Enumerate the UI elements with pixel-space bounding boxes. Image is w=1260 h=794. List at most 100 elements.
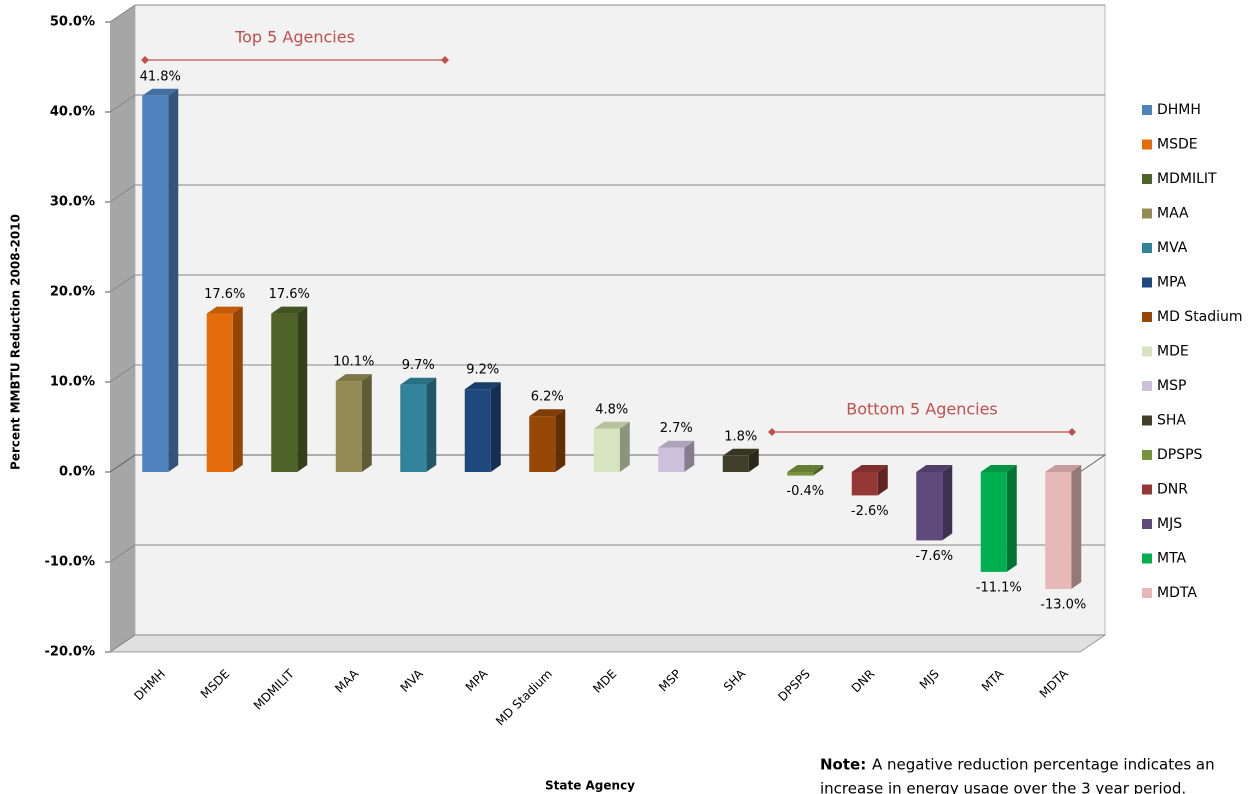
bar-top (851, 465, 888, 472)
grid-line (109, 274, 1105, 293)
bar-side (297, 306, 308, 472)
x-tick-label: MDTA (1037, 666, 1072, 701)
bar-side (1071, 465, 1082, 589)
legend-swatch (1142, 519, 1152, 529)
grid-line (109, 4, 1105, 23)
legend-swatch (1142, 415, 1152, 426)
x-tick-label: MAA (332, 666, 362, 696)
bar (722, 455, 749, 472)
value-label: 10.1% (333, 355, 374, 370)
legend-label: MSDE (1157, 137, 1198, 153)
bar-top (400, 377, 437, 385)
grid-line (109, 634, 1105, 653)
x-tick-label: DNR (849, 667, 878, 696)
value-label: 9.7% (402, 358, 435, 373)
bar (464, 389, 491, 472)
legend-label: MDE (1157, 344, 1189, 360)
bar (916, 472, 943, 541)
bar-side (426, 377, 437, 472)
bar-side (555, 409, 566, 472)
bar (142, 95, 169, 473)
value-label: -2.6% (851, 504, 889, 519)
annotation-marker (141, 56, 149, 64)
value-label: -13.0% (1040, 598, 1086, 613)
annotation-marker (1068, 428, 1076, 436)
legend-label: MPA (1157, 275, 1187, 291)
bar-top (142, 88, 179, 96)
bar-side (490, 382, 501, 472)
legend-swatch (1142, 208, 1152, 219)
grid-line (109, 544, 1105, 563)
bar-top (1045, 465, 1082, 472)
value-label: 1.8% (724, 429, 757, 444)
bar-top (335, 374, 372, 382)
bar-top (593, 421, 630, 429)
legend-swatch (1142, 553, 1152, 564)
annotation-marker (441, 56, 449, 64)
x-tick-label: MTA (979, 666, 1007, 694)
value-label: 2.7% (660, 421, 693, 436)
legend-swatch (1142, 450, 1152, 460)
bar-top (658, 440, 695, 448)
bar (529, 416, 556, 472)
bar-side (877, 465, 888, 496)
grid-line (109, 364, 1105, 383)
legend-label: MAA (1157, 206, 1189, 222)
bar (851, 472, 878, 496)
grid-line (109, 184, 1105, 203)
bar (980, 472, 1007, 572)
legend-swatch (1142, 174, 1152, 184)
value-label: -11.1% (976, 580, 1022, 595)
bar (787, 472, 814, 476)
bar-side (942, 465, 953, 541)
x-tick-label: MSP (656, 667, 684, 695)
legend-swatch (1142, 139, 1152, 150)
value-label: -7.6% (915, 549, 953, 564)
x-axis-title: State Agency (545, 779, 635, 793)
x-tick-label: MD Stadium (493, 667, 555, 729)
bar-side (619, 421, 630, 472)
bar-top (916, 465, 953, 472)
legend-label: MSP (1157, 378, 1186, 394)
value-label: 17.6% (204, 287, 245, 302)
x-tick-label: DPSPS (775, 667, 812, 704)
y-tick-label: 30.0% (50, 195, 95, 210)
legend-label: MD Stadium (1157, 309, 1243, 325)
x-tick-label: MDE (590, 667, 619, 696)
y-tick-label: 10.0% (50, 375, 95, 390)
bar (400, 384, 427, 472)
bar-side (813, 465, 824, 476)
x-tick-label: MPA (463, 666, 491, 694)
value-label: 41.8% (140, 69, 181, 84)
legend-swatch (1142, 484, 1152, 495)
bar-top (980, 465, 1017, 472)
value-label: -0.4% (786, 484, 824, 499)
legend-label: DNR (1157, 482, 1188, 498)
bar (658, 447, 685, 472)
bar-side (361, 374, 372, 472)
side-wall (110, 5, 135, 652)
bar (1045, 472, 1072, 589)
bar-top (529, 409, 566, 417)
y-tick-label: 20.0% (50, 285, 95, 300)
x-tick-label: MJS (917, 667, 942, 692)
y-tick-label: 40.0% (50, 105, 95, 120)
legend-label: MVA (1157, 240, 1188, 256)
value-label: 17.6% (269, 287, 310, 302)
y-tick-label: 50.0% (50, 15, 95, 30)
legend-label: DHMH (1157, 102, 1201, 118)
value-label: 4.8% (595, 402, 628, 417)
bar-top (271, 306, 308, 314)
value-label: 6.2% (531, 390, 564, 405)
bar (335, 381, 362, 472)
y-tick-label: -20.0% (45, 645, 96, 660)
x-tick-label: MDMILIT (251, 666, 297, 712)
note: A negative reduction percentage indicate… (872, 756, 1215, 774)
legend-swatch (1142, 277, 1152, 288)
legend-swatch (1142, 346, 1152, 357)
annotation: Top 5 Agencies (234, 28, 355, 47)
legend-swatch (1142, 588, 1152, 598)
bar (206, 313, 233, 472)
x-tick-label: MVA (398, 666, 427, 695)
